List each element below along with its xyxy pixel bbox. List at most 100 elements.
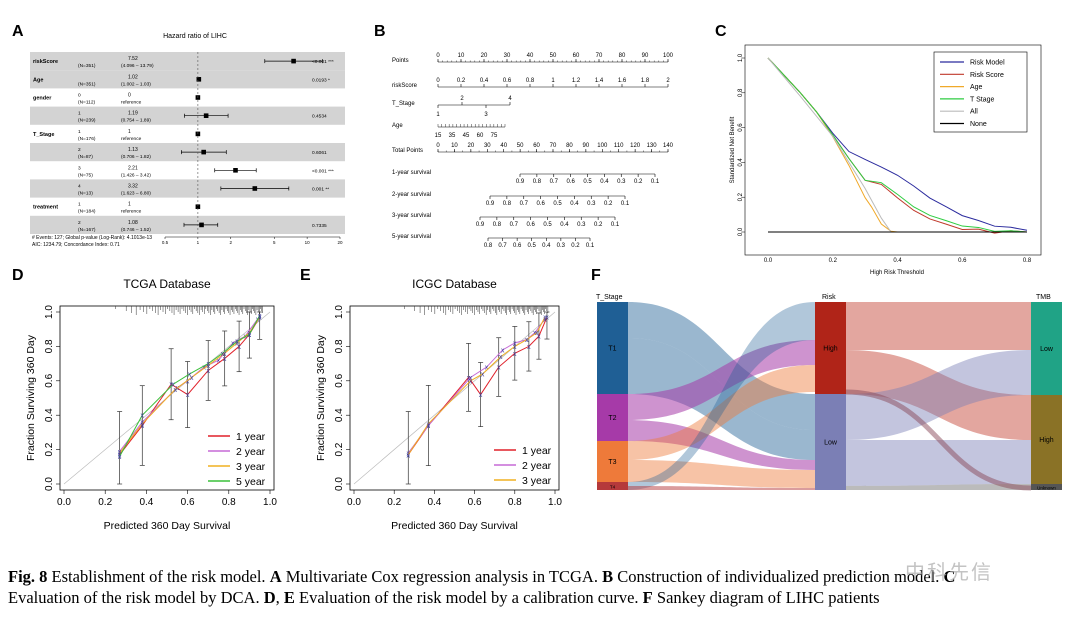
- survival-5yr-scale-tick-label: 0.4: [542, 243, 551, 249]
- calibration-ytick-label: 0.2: [44, 442, 55, 456]
- dca-xtick-label: 0.6: [958, 258, 967, 264]
- caption-comma: ,: [275, 588, 284, 607]
- sankey-flow: [628, 302, 815, 490]
- nomogram-row-label: 1-year survival: [392, 170, 431, 176]
- calibration-point: x: [173, 387, 177, 394]
- survival-2yr-scale-tick-label: 0.8: [503, 201, 512, 207]
- forest-title: Hazard ratio of LIHC: [163, 33, 227, 40]
- panel-b-nomogram: Points riskScore T_Stage Age Total Points 1-y…: [392, 53, 674, 249]
- calibration-xtick-label: 0.8: [222, 497, 236, 508]
- calibration-series-line: [119, 318, 259, 452]
- nomogram-row-label: 3-year survival: [392, 213, 431, 219]
- forest-n-label: (N=87): [78, 154, 93, 160]
- totalpoints-scale-tick-label: 50: [517, 143, 524, 149]
- riskscore-scale-tick-label: 0.2: [457, 78, 466, 84]
- survival-2yr-scale-tick-label: 0.7: [520, 201, 529, 207]
- forest-axis-tick-label: 0.5: [162, 240, 169, 245]
- calibration-point: x: [248, 332, 252, 339]
- calibration-point: x: [206, 368, 210, 375]
- figure-caption: Fig. 8 Establishment of the risk model. …: [8, 566, 1076, 608]
- calibration-point: x: [497, 365, 501, 372]
- survival-3yr-scale-tick-label: 0.1: [611, 222, 620, 228]
- survival-2yr-scale-tick-label: 0.6: [536, 201, 545, 207]
- caption-a: A: [269, 567, 282, 586]
- sankey-flow: [628, 340, 815, 420]
- forest-ci-label: (1.426 – 3.42): [121, 172, 151, 178]
- points-scale-tick-label: 90: [642, 53, 649, 59]
- dca-ytick-label: 0.8: [738, 88, 744, 97]
- calibration-legend-label: 3 year: [522, 475, 552, 487]
- calibration-ytick-label: 0.4: [334, 408, 345, 422]
- calibration-xtick-label: 0.6: [468, 497, 482, 508]
- calibration-point: x: [485, 365, 489, 372]
- forest-n-label: (N=351): [78, 63, 96, 69]
- calibration-point: x: [188, 371, 192, 378]
- calibration-point: x: [169, 382, 173, 389]
- forest-var-label: T_Stage: [33, 132, 54, 138]
- calibration-point: x: [217, 358, 221, 365]
- forest-ci-label: (4.096 – 13.79): [121, 63, 154, 69]
- caption-c: C: [943, 567, 956, 586]
- calibration-legend-label: 1 year: [522, 445, 552, 457]
- panel-e-calibration-icgc: ICGC Database 0.0 0.2 0.4 0.6 0.8 1.0 0.0 0.2 0.4…: [315, 277, 562, 532]
- nomogram-row-label: T_Stage: [392, 101, 415, 107]
- caption-b: B: [602, 567, 614, 586]
- totalpoints-scale-tick-label: 10: [451, 143, 458, 149]
- forest-pvalue: 0.7335: [312, 223, 327, 229]
- totalpoints-scale-tick-label: 60: [533, 143, 540, 149]
- calibration-xlabel: Predicted 360 Day Survival: [104, 520, 231, 532]
- dca-ytick-label: 0.4: [738, 158, 744, 167]
- caption-f: F: [642, 588, 653, 607]
- panel-c-dca-chart: 0.0 0.2 0.4 0.6 0.8 1.0 0.0 0.2 0.4 0.6 0.8 High Ri…: [730, 44, 1042, 276]
- points-scale-tick-label: 70: [596, 53, 603, 59]
- calibration-ytick-label: 0.8: [44, 339, 55, 353]
- calibration-point: x: [171, 382, 175, 389]
- calibration-ytick-label: 0.4: [44, 408, 55, 422]
- calibration-ytick-label: 0.0: [44, 477, 55, 491]
- calibration-point: x: [525, 337, 529, 344]
- calibration-point: x: [206, 363, 210, 370]
- riskscore-scale-tick-label: 1.6: [618, 78, 627, 84]
- forest-pvalue: 0.0193 *: [312, 77, 330, 83]
- forest-point: [203, 113, 209, 118]
- forest-point: [199, 222, 204, 228]
- survival-1yr-scale-tick-label: 0.3: [617, 179, 626, 185]
- sankey-node: [1031, 302, 1062, 395]
- tstage-tick-label: 2: [460, 96, 464, 102]
- calibration-legend-label: 2 year: [522, 460, 552, 472]
- calibration-point: x: [527, 344, 531, 351]
- riskscore-scale-tick-label: 0.6: [503, 78, 512, 84]
- survival-1yr-scale-tick-label: 0.2: [634, 179, 643, 185]
- totalpoints-scale-tick-label: 20: [468, 143, 475, 149]
- forest-hr-label: 0: [128, 93, 131, 99]
- points-scale-tick-label: 40: [527, 53, 534, 59]
- forest-axis-tick-label: 5: [273, 240, 276, 245]
- riskscore-scale-tick-label: 1.8: [641, 78, 650, 84]
- calibration-series-line: [119, 316, 261, 454]
- forest-hr-label: 1.13: [128, 147, 138, 153]
- survival-3yr-scale-tick-label: 0.8: [493, 222, 502, 228]
- calibration-point: x: [427, 423, 431, 430]
- survival-1yr-scale-tick-label: 0.6: [566, 179, 575, 185]
- forest-n-label: (N=239): [78, 118, 96, 124]
- sankey-node-label: Low: [824, 440, 838, 447]
- calibration-xtick-label: 1.0: [263, 497, 277, 508]
- forest-axis-tick-label: 2: [230, 240, 233, 245]
- dca-legend-label: T Stage: [970, 96, 994, 103]
- caption-fig-label: Fig. 8: [8, 567, 48, 586]
- forest-n-label: (N=75): [78, 172, 93, 178]
- forest-ci-label: (0.746 – 1.52): [121, 227, 151, 233]
- nomogram-row-label: riskScore: [392, 83, 418, 89]
- dca-ytick-label: 0.2: [738, 192, 744, 201]
- survival-2yr-scale-tick-label: 0.2: [604, 201, 613, 207]
- forest-hr-label: 1.08: [128, 220, 138, 226]
- tstage-tick-label: 1: [436, 112, 440, 118]
- sankey-node-label: Unknown: [1037, 486, 1056, 491]
- survival-3yr-scale-tick-label: 0.6: [526, 222, 535, 228]
- calibration-point: x: [186, 392, 190, 399]
- calibration-point: x: [427, 423, 431, 430]
- points-scale-tick-label: 30: [504, 53, 511, 59]
- riskscore-scale-tick-label: 2: [666, 78, 670, 84]
- panel-d-calibration-tcga: TCGA Database 0.0 0.2 0.4 0.6 0.8 1.0 0.0 0.2 0.4…: [25, 277, 277, 532]
- caption-text-e: Evaluation of the risk model by a calibr…: [294, 588, 643, 607]
